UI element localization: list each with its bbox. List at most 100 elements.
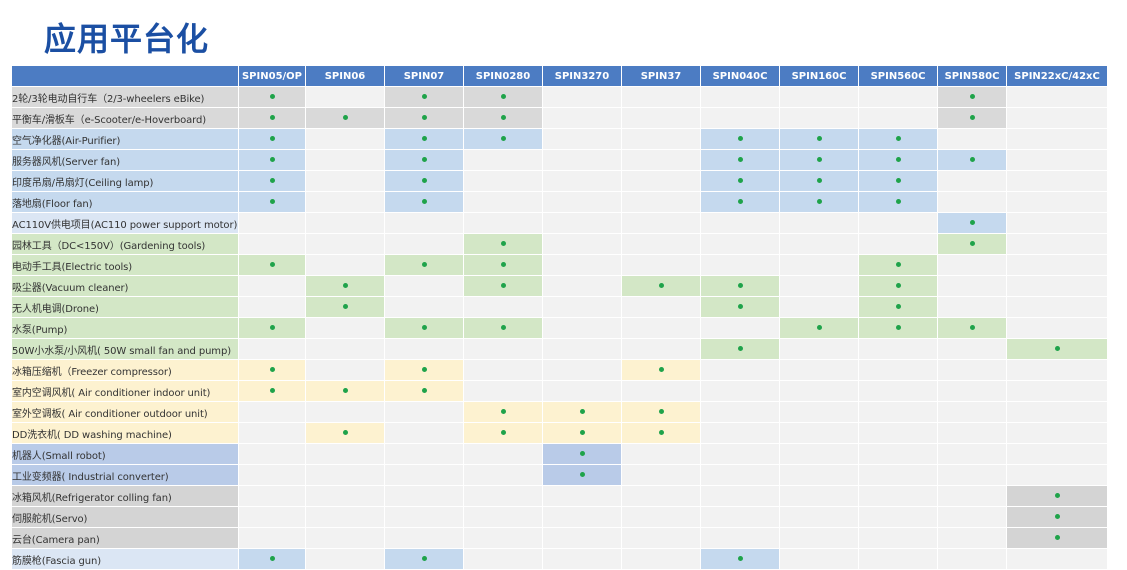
matrix-cell-empty <box>859 360 937 381</box>
supported-dot-icon <box>500 136 506 141</box>
matrix-cell-empty <box>1007 402 1107 423</box>
matrix-cell-empty <box>780 444 858 465</box>
supported-dot-icon <box>816 199 822 204</box>
supported-dot-icon <box>500 241 506 246</box>
matrix-cell-supported <box>622 360 700 381</box>
matrix-cell-empty <box>239 486 305 507</box>
supported-dot-icon <box>737 283 743 288</box>
matrix-cell-empty <box>938 528 1006 549</box>
row-label: 电动手工具(Electric tools) <box>12 255 238 276</box>
matrix-cell-empty <box>239 339 305 360</box>
table-row: 园林工具（DC<150V）(Gardening tools) <box>12 234 1107 255</box>
matrix-cell-empty <box>239 297 305 318</box>
matrix-cell-supported <box>239 255 305 276</box>
matrix-cell-supported <box>780 318 858 339</box>
matrix-cell-empty <box>701 444 779 465</box>
matrix-cell-empty <box>1007 549 1107 570</box>
supported-dot-icon <box>579 472 585 477</box>
supported-dot-icon <box>421 556 427 561</box>
matrix-cell-empty <box>622 339 700 360</box>
matrix-cell-empty <box>938 465 1006 486</box>
matrix-cell-empty <box>1007 360 1107 381</box>
table-row: 冰箱压缩机（Freezer compressor) <box>12 360 1107 381</box>
matrix-cell-supported <box>622 276 700 297</box>
matrix-cell-supported <box>464 129 542 150</box>
matrix-cell-empty <box>859 234 937 255</box>
matrix-cell-empty <box>464 360 542 381</box>
column-header: SPIN560C <box>859 66 937 87</box>
column-header: SPIN3270 <box>543 66 621 87</box>
row-label: 无人机电调(Drone) <box>12 297 238 318</box>
matrix-cell-empty <box>938 402 1006 423</box>
row-label: 2轮/3轮电动自行车（2/3-wheelers eBike) <box>12 87 238 108</box>
row-label: 机器人(Small robot) <box>12 444 238 465</box>
supported-dot-icon <box>895 283 901 288</box>
supported-dot-icon <box>895 262 901 267</box>
matrix-cell-supported <box>464 87 542 108</box>
table-row: 电动手工具(Electric tools) <box>12 255 1107 276</box>
matrix-cell-empty <box>1007 234 1107 255</box>
matrix-cell-supported <box>239 171 305 192</box>
matrix-cell-empty <box>859 381 937 402</box>
matrix-cell-empty <box>1007 192 1107 213</box>
supported-dot-icon <box>658 283 664 288</box>
row-label: 园林工具（DC<150V）(Gardening tools) <box>12 234 238 255</box>
matrix-cell-empty <box>859 528 937 549</box>
matrix-cell-supported <box>622 402 700 423</box>
matrix-cell-empty <box>464 297 542 318</box>
matrix-cell-empty <box>543 318 621 339</box>
matrix-cell-empty <box>239 276 305 297</box>
supported-dot-icon <box>969 325 975 330</box>
column-header: SPIN07 <box>385 66 463 87</box>
supported-dot-icon <box>269 94 275 99</box>
matrix-cell-empty <box>306 318 384 339</box>
matrix-cell-supported <box>859 255 937 276</box>
matrix-cell-empty <box>543 108 621 129</box>
matrix-cell-empty <box>1007 423 1107 444</box>
matrix-cell-empty <box>464 528 542 549</box>
matrix-cell-supported <box>239 381 305 402</box>
matrix-cell-supported <box>239 87 305 108</box>
matrix-cell-empty <box>385 444 463 465</box>
matrix-cell-empty <box>701 213 779 234</box>
table-row: 吸尘器(Vacuum cleaner) <box>12 276 1107 297</box>
supported-dot-icon <box>895 136 901 141</box>
supported-dot-icon <box>500 409 506 414</box>
supported-dot-icon <box>737 157 743 162</box>
matrix-cell-supported <box>385 171 463 192</box>
matrix-cell-supported <box>1007 507 1107 528</box>
matrix-cell-empty <box>1007 255 1107 276</box>
matrix-cell-empty <box>1007 444 1107 465</box>
matrix-cell-empty <box>622 318 700 339</box>
supported-dot-icon <box>816 178 822 183</box>
supported-dot-icon <box>816 325 822 330</box>
matrix-cell-empty <box>701 465 779 486</box>
row-label: 云台(Camera pan) <box>12 528 238 549</box>
matrix-cell-supported <box>701 129 779 150</box>
matrix-cell-empty <box>622 486 700 507</box>
matrix-cell-empty <box>701 318 779 339</box>
matrix-cell-supported <box>938 213 1006 234</box>
matrix-cell-supported <box>464 318 542 339</box>
matrix-cell-empty <box>701 381 779 402</box>
supported-dot-icon <box>500 115 506 120</box>
supported-dot-icon <box>969 94 975 99</box>
row-label: 50W小水泵/小风机( 50W small fan and pump) <box>12 339 238 360</box>
supported-dot-icon <box>969 157 975 162</box>
matrix-cell-empty <box>622 129 700 150</box>
matrix-cell-empty <box>239 528 305 549</box>
column-header: SPIN22xC/42xC <box>1007 66 1107 87</box>
matrix-cell-empty <box>306 339 384 360</box>
matrix-cell-empty <box>780 297 858 318</box>
supported-dot-icon <box>1054 493 1060 498</box>
matrix-cell-supported <box>385 318 463 339</box>
matrix-cell-empty <box>1007 213 1107 234</box>
matrix-cell-empty <box>543 297 621 318</box>
matrix-cell-supported <box>464 276 542 297</box>
matrix-cell-empty <box>622 507 700 528</box>
matrix-cell-empty <box>622 213 700 234</box>
matrix-cell-empty <box>938 360 1006 381</box>
supported-dot-icon <box>895 157 901 162</box>
supported-dot-icon <box>737 178 743 183</box>
supported-dot-icon <box>737 346 743 351</box>
